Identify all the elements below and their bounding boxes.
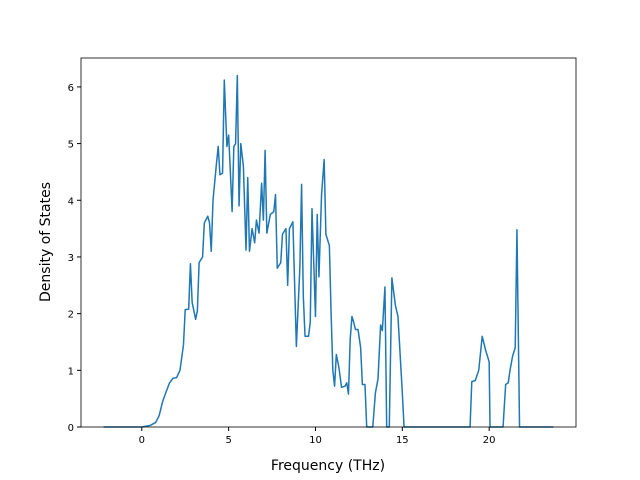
x-tick-label: 5 (225, 435, 231, 446)
y-tick-label: 5 (68, 140, 74, 151)
line-series (103, 74, 554, 428)
x-tick-label: 0 (139, 435, 145, 446)
y-tick-label: 0 (68, 423, 74, 434)
y-tick-label: 4 (68, 196, 74, 207)
y-tick-label: 2 (68, 310, 74, 321)
x-tick-label: 10 (309, 435, 322, 446)
x-axis-label: Frequency (THz) (271, 458, 385, 474)
y-axis-label: Density of States (38, 182, 54, 302)
x-tick-label: 20 (483, 435, 496, 446)
y-tick-label: 6 (68, 83, 74, 94)
x-tick-label: 15 (396, 435, 409, 446)
y-tick-label: 1 (68, 366, 74, 377)
y-tick-label: 3 (68, 253, 74, 264)
plot-frame (80, 57, 577, 428)
